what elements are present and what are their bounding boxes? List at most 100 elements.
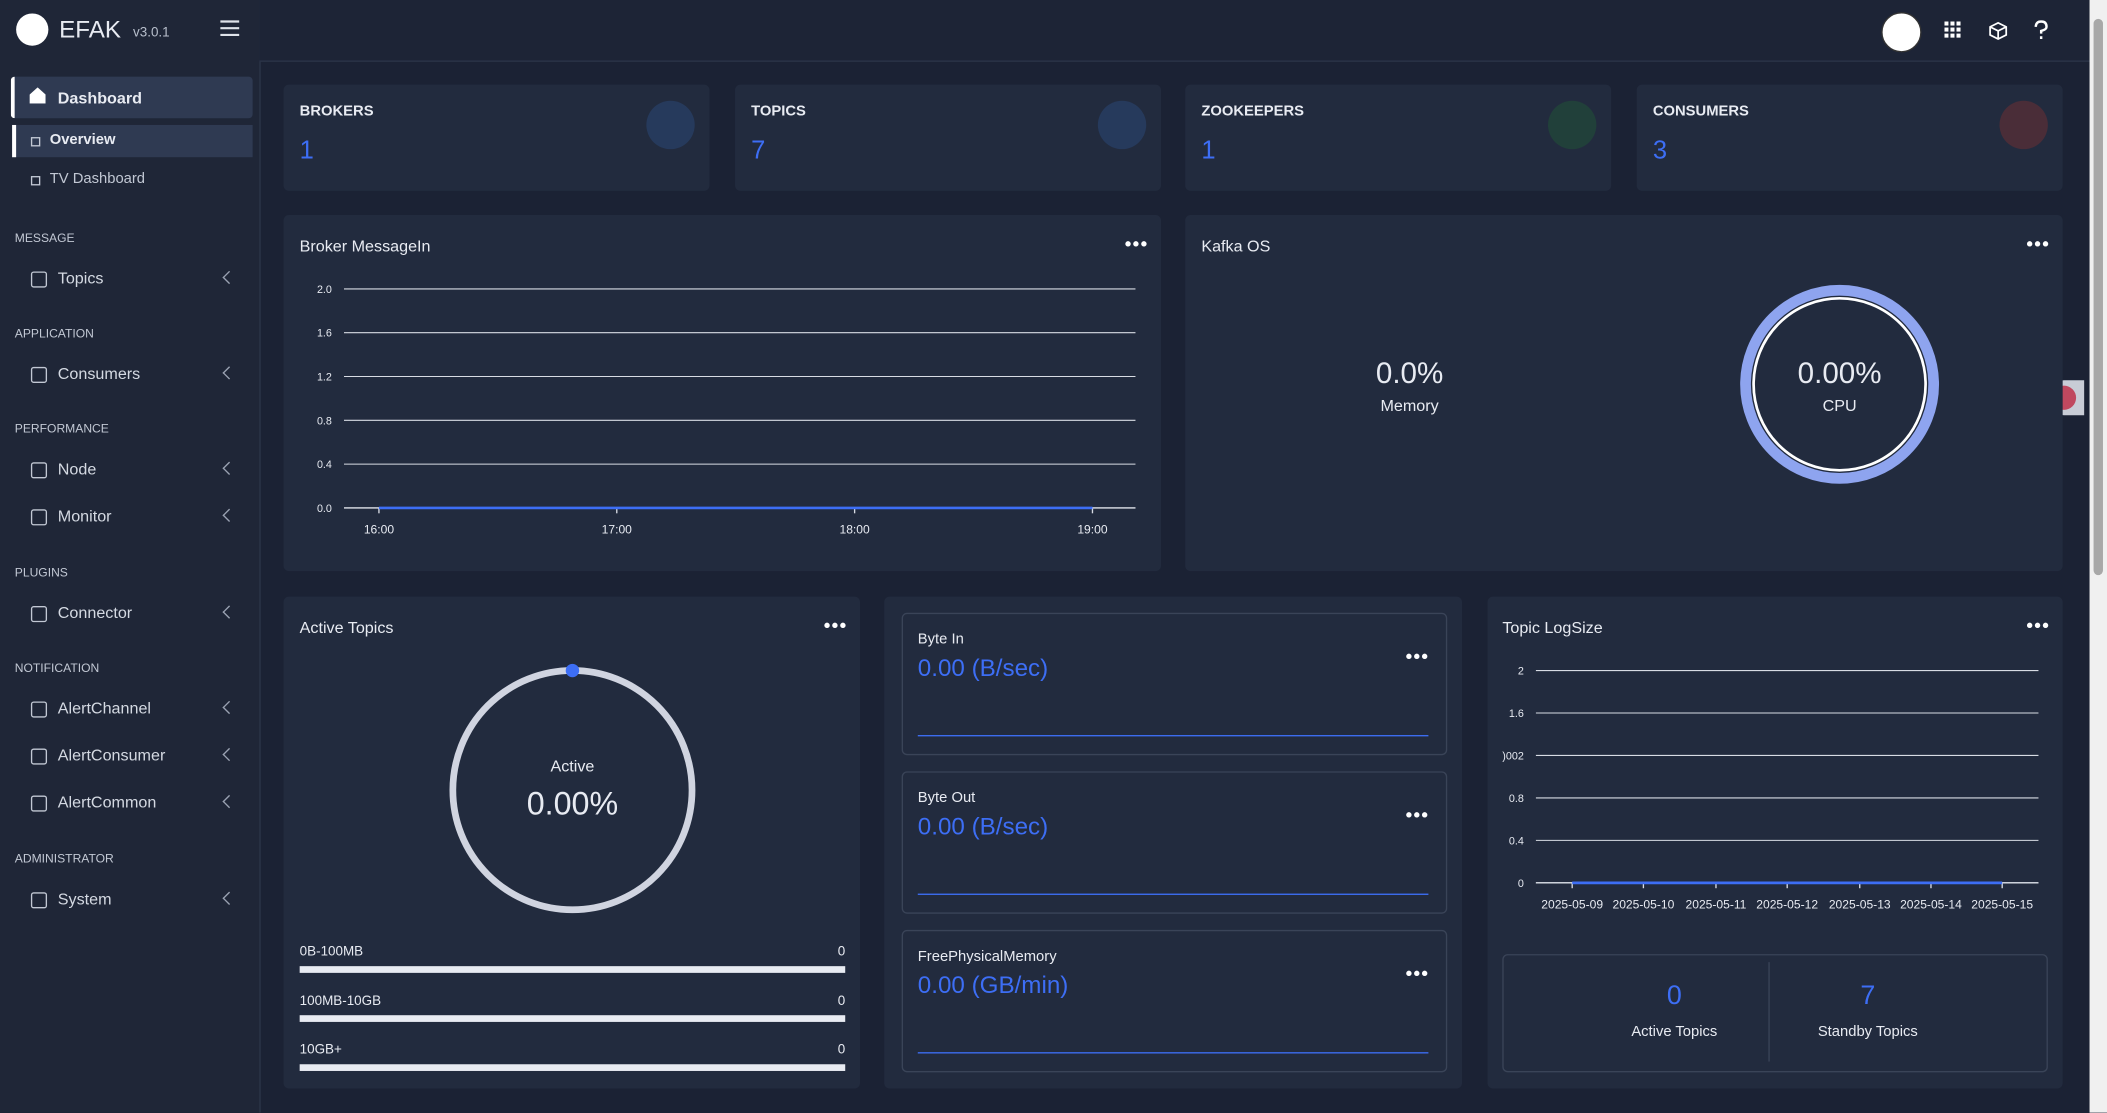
menu-item: Node: [57, 459, 97, 479]
menu-active: [10, 76, 253, 119]
submenu-item: Overview: [49, 131, 116, 148]
menu-heading: PLUGINS: [14, 565, 68, 580]
stat-icon: [1548, 100, 1597, 150]
cpu-label: CPU: [1822, 396, 1857, 416]
logsize-panel: [1487, 596, 2063, 1089]
menu-heading: NOTIFICATION: [14, 661, 100, 675]
y-tick-label: )002: [1502, 750, 1524, 762]
menu-item: Connector: [57, 603, 133, 623]
summary-box: [1502, 954, 2048, 1073]
more-button: •••: [1405, 645, 1430, 667]
more-button: •••: [2026, 614, 2051, 636]
menu-icon: [30, 795, 48, 812]
menu-icon: [30, 892, 48, 909]
stat-card: [735, 84, 1161, 191]
y-tick-label: 0.4: [1509, 835, 1524, 847]
metric-value: 0.00 (B/sec): [917, 812, 1049, 840]
scrollbar[interactable]: [2089, 0, 2107, 1113]
panel-title: Active Topics: [299, 618, 394, 637]
active-label: Active: [550, 756, 595, 776]
y-tick-label: 0.4: [317, 459, 332, 471]
stat-icon: [1097, 100, 1147, 150]
menu-icon: [30, 366, 48, 383]
menu-icon: [29, 87, 46, 104]
submenu-icon: [30, 137, 41, 147]
x-tick-label: 2025-05-12: [1756, 897, 1818, 911]
summary-label: Standby Topics: [1817, 1023, 1918, 1041]
throughput-panel: [884, 596, 1462, 1089]
toolbar-icons[interactable]: [1944, 20, 2065, 42]
y-tick-label: 2.0: [317, 284, 332, 296]
range-label: 10GB+: [299, 1042, 342, 1058]
submenu-active: [12, 124, 253, 158]
summary-value: 7: [1860, 980, 1876, 1011]
menu-item: Monitor: [57, 506, 112, 526]
stat-card: [283, 84, 710, 191]
stat-card: [1185, 84, 1612, 191]
range-track: [299, 966, 846, 973]
menu-heading: APPLICATION: [14, 326, 94, 340]
y-tick-label: 0: [1518, 878, 1524, 890]
metric-card: [901, 612, 1448, 756]
menu-item: AlertConsumer: [57, 745, 166, 765]
summary-value: 0: [1666, 980, 1682, 1011]
cpu-ring-inner: [1752, 296, 1927, 472]
more-button: •••: [1124, 232, 1149, 254]
x-tick-label: 2025-05-10: [1613, 897, 1675, 911]
menu-item: Consumers: [57, 364, 141, 383]
active-dot: [565, 663, 580, 678]
x-tick-label: 2025-05-15: [1971, 897, 2033, 911]
broker-panel: [283, 215, 1161, 572]
memory-label: Memory: [1380, 396, 1439, 416]
x-tick-label: 2025-05-11: [1686, 897, 1747, 911]
stat-label: BROKERS: [299, 103, 374, 120]
metric-title: Byte In: [917, 631, 964, 648]
stat-value: 1: [1201, 137, 1216, 166]
y-tick-label: 0.0: [317, 503, 332, 515]
menu-toggle[interactable]: [219, 19, 241, 38]
y-tick-label: 0.8: [1509, 793, 1524, 805]
version: v3.0.1: [133, 25, 170, 41]
panel-title: Topic LogSize: [1502, 618, 1603, 637]
metric-card: [901, 929, 1448, 1073]
active-value: 0.00%: [526, 786, 619, 823]
stat-icon: [1999, 100, 2048, 150]
x-tick-label: 2025-05-13: [1829, 897, 1891, 911]
y-tick-label: 0.8: [317, 415, 332, 427]
summary-divider: [1768, 962, 1770, 1062]
cpu-ring: [1740, 284, 1940, 484]
menu-icon: [30, 701, 48, 718]
panel-title: Broker MessageIn: [299, 236, 431, 256]
stat-label: TOPICS: [751, 103, 806, 120]
more-button: •••: [1405, 962, 1430, 984]
avatar[interactable]: [1881, 12, 1922, 53]
active-ring: [449, 667, 696, 914]
range-label: 100MB-10GB: [299, 993, 382, 1009]
stat-value: 1: [299, 137, 314, 166]
menu-item: Topics: [57, 268, 104, 288]
x-tick-label: 17:00: [602, 522, 633, 536]
menu-heading: PERFORMANCE: [14, 421, 109, 436]
menu-item: System: [57, 889, 112, 909]
menu-icon: [30, 462, 48, 479]
menu-item: AlertChannel: [57, 698, 152, 718]
x-tick-label: 19:00: [1077, 522, 1108, 536]
metric-line: [917, 1052, 1429, 1054]
metric-line: [917, 893, 1429, 895]
range-value: 0: [837, 944, 846, 960]
y-tick-label: 2: [1518, 666, 1524, 678]
x-tick-label: 18:00: [840, 522, 871, 536]
menu-icon: [30, 509, 48, 526]
menu-item: Dashboard: [57, 88, 143, 108]
stat-value: 3: [1652, 137, 1668, 166]
y-tick-label: 1.6: [317, 328, 332, 340]
metric-line: [917, 735, 1429, 737]
panel-title: Kafka OS: [1201, 236, 1271, 256]
metric-value: 0.00 (GB/min): [917, 971, 1069, 999]
stat-label: ZOOKEEPERS: [1201, 103, 1304, 120]
more-button: •••: [1405, 803, 1430, 826]
metric-title: FreePhysicalMemory: [917, 948, 1057, 965]
range-value: 0: [837, 993, 846, 1009]
